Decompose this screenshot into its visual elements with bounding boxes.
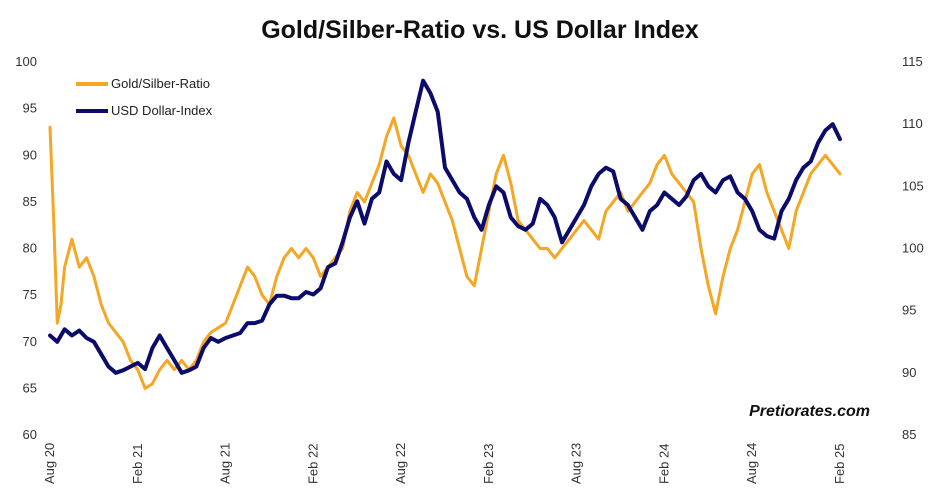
legend-label-gold-silver: Gold/Silber-Ratio: [111, 76, 210, 91]
y-right-tick-label: 110: [902, 116, 923, 131]
x-tick-label: Feb 22: [305, 444, 320, 484]
x-tick-label: Aug 21: [218, 443, 233, 484]
x-tick-label: Feb 25: [832, 444, 847, 484]
y-right-tick-label: 100: [902, 241, 924, 256]
y-right-tick-label: 115: [902, 54, 923, 69]
watermark: Pretiorates.com: [749, 403, 870, 420]
x-axis: Aug 20 Feb 21 Aug 21 Feb 22 Aug 22 Feb 23 Aug …: [42, 443, 847, 484]
chart-title: Gold/Silber-Ratio vs. US Dollar Index: [261, 16, 699, 44]
y-left-tick-label: 100: [15, 54, 37, 69]
y-right-tick-label: 90: [902, 365, 916, 380]
y-right-tick-label: 95: [902, 303, 916, 318]
y-left-tick-label: 95: [23, 101, 37, 116]
x-tick-label: Aug 24: [744, 443, 759, 484]
y-left-tick-label: 80: [23, 241, 37, 256]
plot-area: [48, 78, 842, 390]
legend: Gold/Silber-Ratio USD Dollar-Index: [76, 76, 213, 118]
y-axis-left: 60 65 70 75 80 85 90 95 100: [15, 54, 37, 442]
y-left-tick-label: 70: [23, 334, 37, 349]
legend-label-usd-index: USD Dollar-Index: [111, 103, 213, 118]
y-left-tick-label: 90: [23, 147, 37, 162]
y-left-tick-label: 85: [23, 194, 37, 209]
series-line-usd-index: [48, 78, 842, 375]
series-line-gold-silver-ratio: [48, 116, 842, 390]
x-tick-label: Feb 21: [130, 444, 145, 484]
x-tick-label: Aug 23: [569, 443, 584, 484]
y-right-tick-label: 85: [902, 427, 916, 442]
y-right-tick-label: 105: [902, 178, 924, 193]
y-axis-right: 85 90 95 100 105 110 115: [902, 54, 924, 442]
y-left-tick-label: 60: [23, 427, 37, 442]
x-tick-label: Aug 22: [393, 443, 408, 484]
x-tick-label: Feb 23: [481, 444, 496, 484]
x-tick-label: Feb 24: [656, 444, 671, 484]
x-tick-label: Aug 20: [42, 443, 57, 484]
y-left-tick-label: 65: [23, 380, 37, 395]
y-left-tick-label: 75: [23, 287, 37, 302]
